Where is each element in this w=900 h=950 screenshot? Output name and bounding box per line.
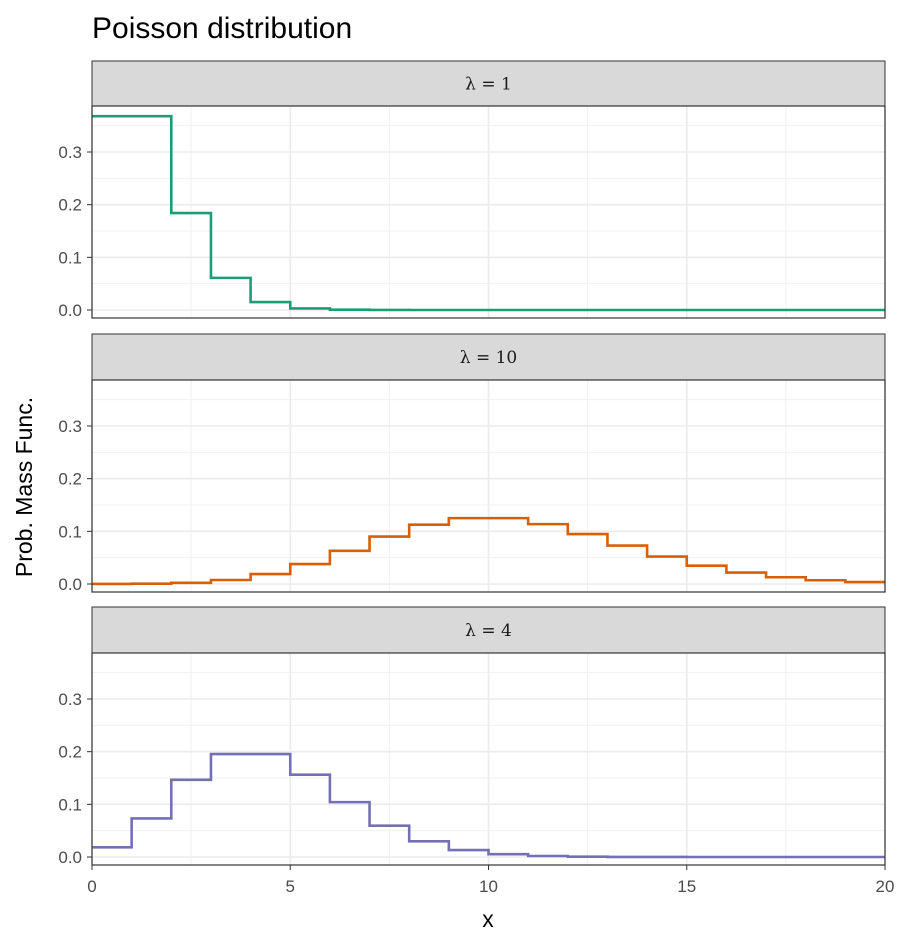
strip-label: λ = 10	[460, 348, 517, 368]
y-tick-label: 0.0	[58, 848, 82, 867]
x-tick-label: 0	[87, 877, 96, 896]
x-tick-label: 20	[876, 877, 895, 896]
y-tick-label: 0.1	[58, 522, 82, 541]
x-axis-title: x	[482, 906, 494, 932]
y-tick-label: 0.0	[58, 301, 82, 320]
series-step-line	[92, 516, 885, 586]
y-axis-title: Prob. Mass Func.	[11, 397, 37, 577]
y-tick-label: 0.2	[58, 196, 82, 215]
panels-layer: λ = 10.00.10.20.3λ = 100.00.10.20.3λ = 4…	[58, 60, 895, 896]
y-tick-label: 0.1	[58, 248, 82, 267]
panel-border	[91, 379, 886, 593]
y-tick-label: 0.3	[58, 417, 82, 436]
y-tick-label: 0.3	[58, 690, 82, 709]
chart-title: Poisson distribution	[92, 12, 352, 45]
panel-3: λ = 4 0.0 0.1 0.2 0.3 0 5 10 15 20	[58, 606, 895, 896]
strip-label: λ = 4	[465, 621, 512, 641]
y-tick-label: 0.2	[58, 470, 82, 489]
strip-label: λ = 1	[465, 75, 512, 95]
strip-box	[91, 333, 886, 381]
x-tick-label: 10	[479, 877, 498, 896]
panel-1: λ = 1 0.0 0.1 0.2 0.3	[58, 60, 886, 320]
strip-box	[91, 606, 886, 654]
y-tick-label: 0.2	[58, 743, 82, 762]
panel-2: λ = 10 0.0 0.1 0.2 0.3	[58, 333, 886, 594]
y-tick-label: 0.0	[58, 575, 82, 594]
series-step-line	[92, 114, 885, 312]
y-tick-label: 0.3	[58, 143, 82, 162]
y-tick-label: 0.1	[58, 795, 82, 814]
series-step-line	[92, 752, 885, 859]
x-tick-label: 15	[677, 877, 696, 896]
panel-border	[91, 105, 886, 319]
strip-box	[91, 60, 886, 107]
x-tick-label: 5	[286, 877, 295, 896]
